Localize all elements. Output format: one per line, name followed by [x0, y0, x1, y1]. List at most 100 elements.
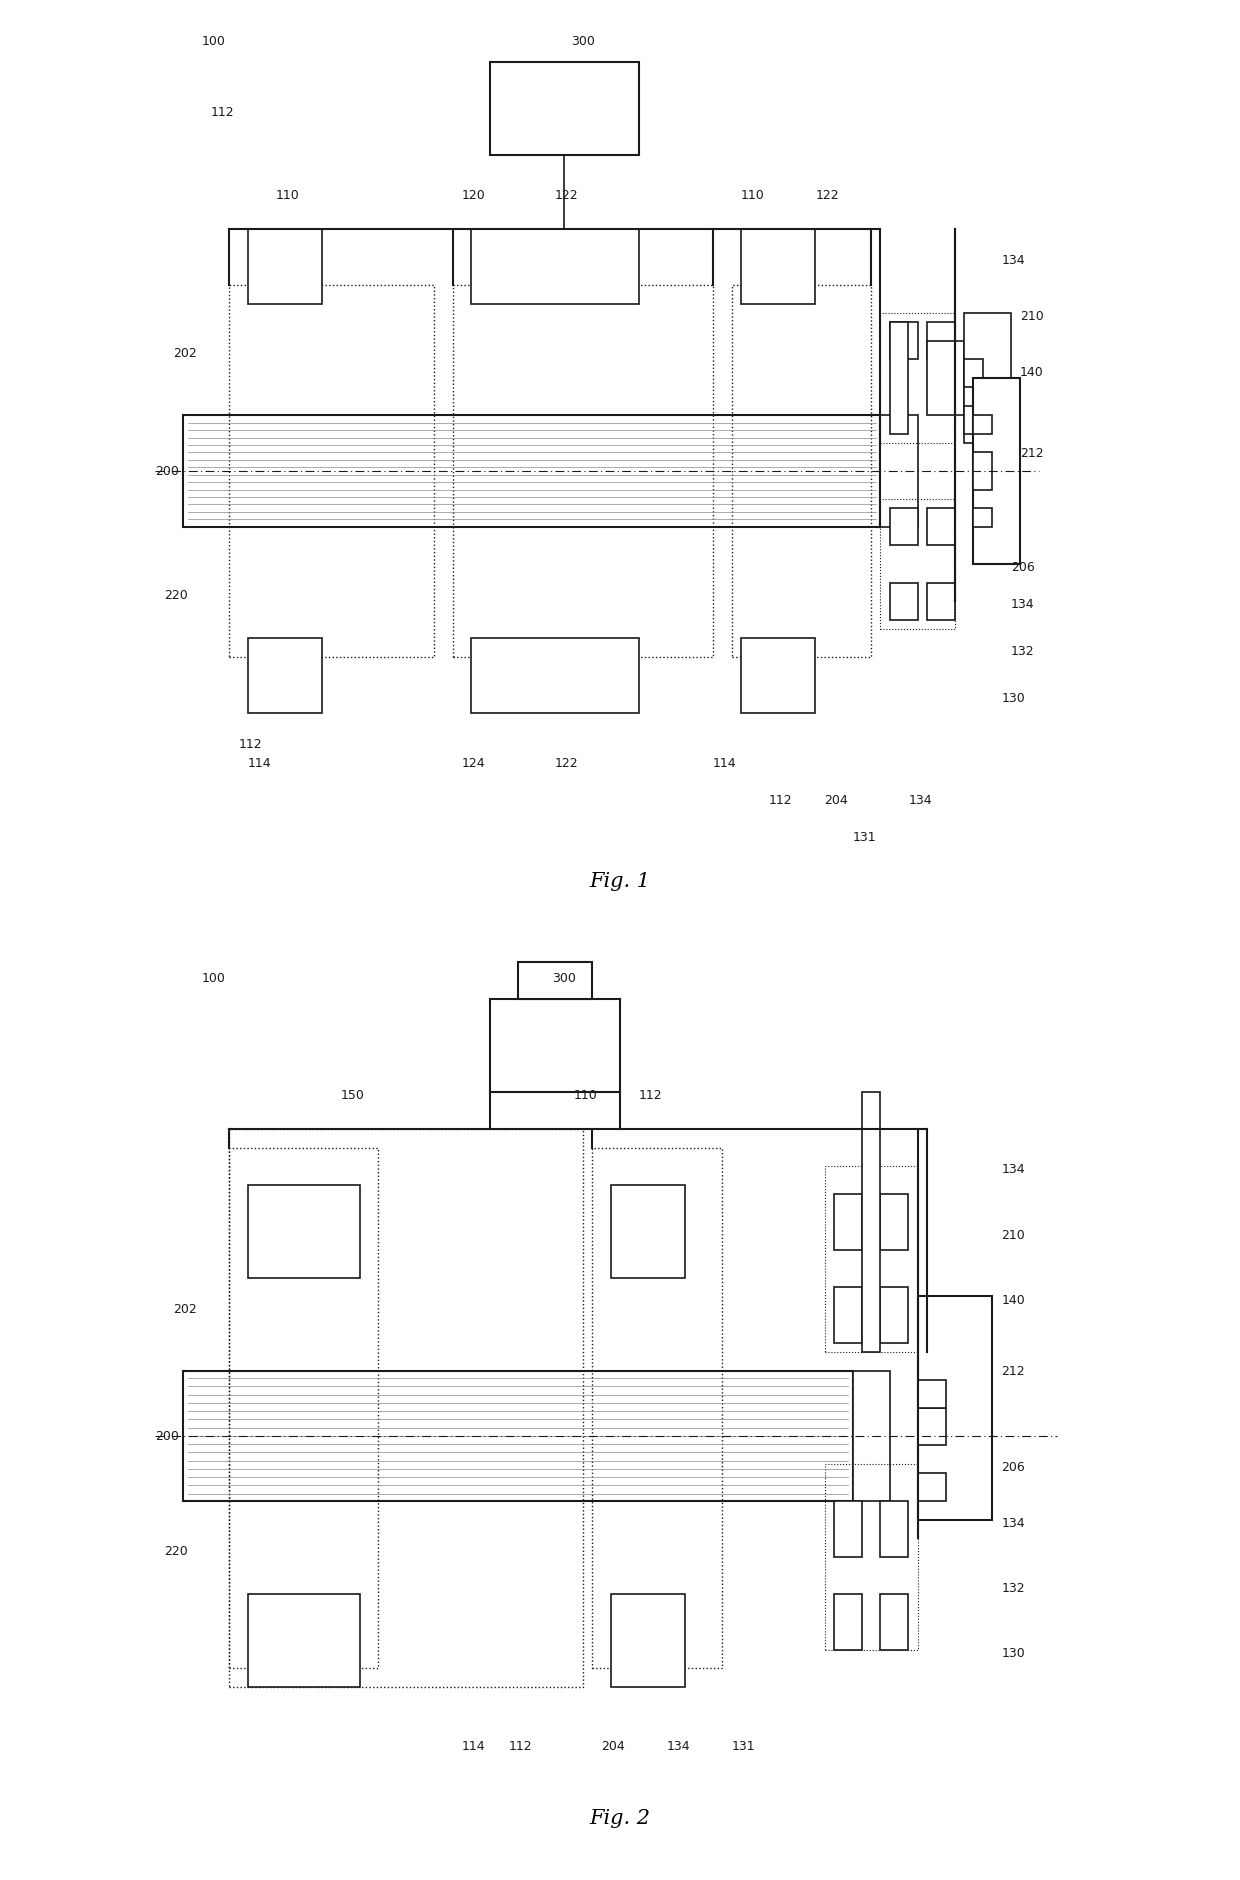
Bar [918, 1380, 946, 1408]
Bar [965, 406, 983, 434]
Bar [880, 1502, 909, 1557]
Bar [890, 323, 918, 361]
Bar [471, 229, 639, 305]
Bar [490, 1000, 620, 1092]
Bar [825, 1465, 918, 1651]
Text: 114: 114 [461, 1739, 486, 1752]
Text: 300: 300 [570, 36, 595, 47]
Text: 206: 206 [1002, 1461, 1025, 1474]
Bar [517, 963, 591, 1000]
Text: 132: 132 [1011, 645, 1034, 658]
Text: 220: 220 [164, 588, 188, 602]
Bar [880, 1594, 909, 1651]
Bar [973, 415, 992, 434]
Text: 130: 130 [1002, 692, 1025, 705]
Text: Fig. 1: Fig. 1 [589, 870, 651, 889]
Bar [890, 583, 918, 620]
Bar [918, 1297, 992, 1519]
Bar [182, 415, 880, 528]
Text: 210: 210 [1002, 1228, 1025, 1241]
Text: 131: 131 [853, 831, 877, 844]
Bar [610, 1594, 686, 1686]
Text: 220: 220 [164, 1543, 188, 1557]
Text: 200: 200 [155, 464, 179, 478]
Text: 134: 134 [1011, 598, 1034, 611]
Text: 212: 212 [1021, 447, 1044, 459]
Bar [918, 1408, 946, 1446]
Bar [890, 509, 918, 545]
Text: 122: 122 [554, 756, 579, 769]
Text: 150: 150 [341, 1089, 365, 1102]
Text: 110: 110 [573, 1089, 598, 1102]
Text: 132: 132 [1002, 1581, 1025, 1594]
Bar [229, 1149, 378, 1669]
Bar [880, 1194, 909, 1250]
Bar [965, 314, 1011, 444]
Bar [880, 415, 918, 528]
Bar [973, 453, 992, 491]
Text: 122: 122 [816, 190, 839, 203]
Text: 206: 206 [1011, 560, 1034, 573]
Bar [248, 1594, 360, 1686]
Text: 112: 112 [508, 1739, 532, 1752]
Text: 110: 110 [742, 190, 765, 203]
Text: 112: 112 [639, 1089, 662, 1102]
Text: 122: 122 [554, 190, 579, 203]
Bar [453, 286, 713, 658]
Text: 300: 300 [552, 972, 577, 985]
Bar [928, 323, 955, 361]
Bar [928, 509, 955, 545]
Text: 210: 210 [1021, 310, 1044, 323]
Text: 212: 212 [1002, 1365, 1025, 1378]
Bar [880, 314, 955, 444]
Bar [835, 1502, 862, 1557]
Bar [918, 1474, 946, 1502]
Bar [965, 361, 983, 387]
Text: 112: 112 [769, 793, 792, 807]
Bar [229, 1130, 583, 1686]
Bar [928, 583, 955, 620]
Bar [490, 62, 639, 156]
Bar [610, 1184, 686, 1278]
Bar [742, 229, 816, 305]
Text: 140: 140 [1002, 1293, 1025, 1307]
Bar [248, 229, 322, 305]
Text: 112: 112 [238, 737, 263, 750]
Text: 100: 100 [201, 972, 226, 985]
Text: 204: 204 [601, 1739, 625, 1752]
Text: 134: 134 [909, 793, 932, 807]
Text: 114: 114 [713, 756, 737, 769]
Text: Fig. 2: Fig. 2 [589, 1807, 651, 1827]
Text: 134: 134 [1002, 254, 1025, 267]
Text: 134: 134 [667, 1739, 691, 1752]
Bar [835, 1194, 862, 1250]
Bar [732, 286, 872, 658]
Bar [591, 1149, 723, 1669]
Text: 202: 202 [174, 348, 197, 361]
Bar [853, 1371, 890, 1502]
Text: 124: 124 [461, 756, 486, 769]
Bar [880, 1288, 909, 1342]
Bar [862, 1092, 880, 1352]
Text: 134: 134 [1002, 1164, 1025, 1175]
Text: 120: 120 [461, 190, 486, 203]
Bar [890, 323, 909, 434]
Bar [248, 1184, 360, 1278]
Text: 202: 202 [174, 1303, 197, 1316]
Text: 131: 131 [732, 1739, 755, 1752]
Text: 200: 200 [155, 1429, 179, 1442]
Text: 204: 204 [825, 793, 848, 807]
Bar [880, 500, 955, 630]
Bar [835, 1288, 862, 1342]
Text: 110: 110 [275, 190, 300, 203]
Text: 100: 100 [201, 36, 226, 47]
Text: 130: 130 [1002, 1647, 1025, 1660]
Bar [742, 639, 816, 713]
Bar [973, 509, 992, 528]
Text: 134: 134 [1002, 1515, 1025, 1528]
Bar [229, 286, 434, 658]
Bar [973, 378, 1021, 564]
Text: 112: 112 [211, 105, 234, 118]
Bar [248, 639, 322, 713]
Text: 140: 140 [1021, 367, 1044, 378]
